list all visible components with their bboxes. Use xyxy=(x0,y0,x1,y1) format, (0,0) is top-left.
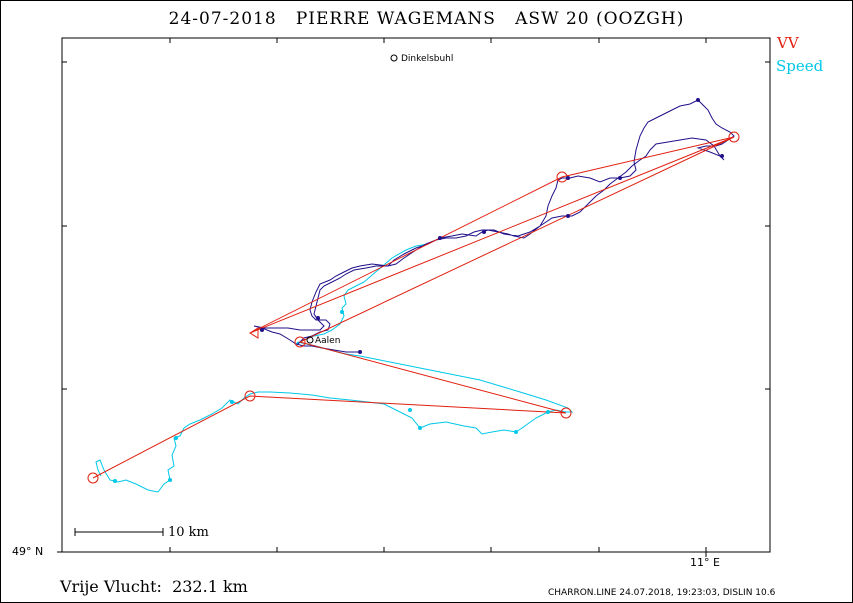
speed-markers xyxy=(113,310,550,483)
distance-label: Vrije Vlucht: 232.1 km xyxy=(60,577,248,596)
task-route xyxy=(87,131,740,484)
scale-bar xyxy=(74,528,164,536)
climb-track xyxy=(253,99,735,353)
legend-vv: VV xyxy=(777,34,799,52)
speed-track xyxy=(95,243,574,493)
footer-info: CHARRON.LINE 24.07.2018, 19:23:03, DISLI… xyxy=(548,588,776,598)
scale-label: 10 km xyxy=(168,525,209,540)
map-title: 24-07-2018 PIERRE WAGEMANS ASW 20 (OOZGH… xyxy=(168,9,685,29)
town-marker-dinkelsbuhl xyxy=(390,54,398,62)
town-marker-aalen xyxy=(306,336,314,344)
axis-ticks xyxy=(57,38,770,557)
map-frame xyxy=(61,37,771,553)
town-label-dinkelsbuhl: Dinkelsbuhl xyxy=(401,54,454,64)
longitude-label: 11° E xyxy=(690,556,720,569)
climb-markers xyxy=(260,98,724,354)
legend-speed: Speed xyxy=(776,57,824,75)
town-label-aalen: Aalen xyxy=(315,336,341,346)
latitude-label: 49° N xyxy=(12,545,44,558)
